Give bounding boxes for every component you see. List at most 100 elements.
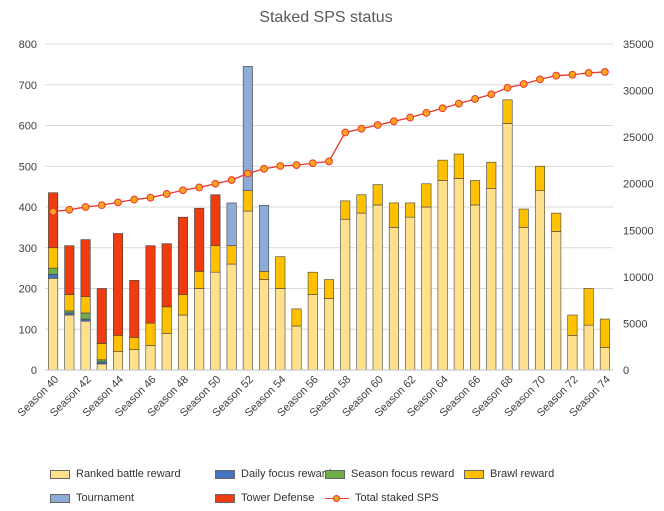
bar-segment [470, 204, 481, 371]
bar-segment [48, 192, 59, 249]
bar-segment [96, 288, 107, 344]
bar-segment [64, 294, 75, 312]
total-staked-point [130, 195, 139, 204]
bar-segment [129, 337, 140, 350]
total-staked-point [487, 90, 496, 99]
bar-segment [96, 363, 107, 371]
legend-label-total: Total staked SPS [355, 492, 439, 504]
bar-segment [259, 205, 270, 272]
bar-segment [405, 216, 416, 371]
total-staked-point [341, 128, 350, 137]
legend-label-season: Season focus reward [351, 468, 455, 480]
total-staked-point [292, 161, 301, 169]
y-left-tick-label: 0 [31, 365, 37, 377]
bar-segment [194, 271, 205, 289]
bar-segment [194, 207, 205, 272]
bar-segment [502, 123, 513, 371]
bar-segment [356, 194, 367, 214]
legend-swatch-daily [215, 469, 235, 479]
total-staked-point [373, 121, 382, 129]
y-left-tick-label: 800 [19, 39, 37, 51]
legend-item-season: Season focus reward [325, 468, 454, 480]
bar-segment [340, 200, 351, 220]
bar-segment [340, 218, 351, 371]
bar-segment [323, 298, 335, 371]
bar-segment [226, 263, 237, 371]
total-staked-point [195, 183, 204, 192]
bar-segment [453, 178, 464, 371]
legend-swatch-season [325, 469, 345, 479]
legend-item-daily: Daily focus reward [215, 468, 331, 480]
bar-segment [48, 278, 59, 371]
bar-segment [80, 296, 91, 314]
bar-segment [210, 194, 221, 247]
y-right-tick-label: 30000 [623, 86, 654, 98]
bar-segment [405, 202, 416, 218]
bar-segment [242, 66, 253, 191]
total-staked-polyline [53, 71, 605, 213]
bar-segment [242, 190, 253, 212]
bar-segment [356, 212, 367, 371]
bar-segment [226, 202, 237, 247]
bar-segment [64, 314, 75, 371]
total-staked-point [49, 207, 58, 216]
total-staked-point [536, 75, 544, 84]
y-right-tick-label: 25000 [623, 132, 654, 144]
total-staked-point [81, 203, 90, 211]
y-right-tick-label: 10000 [623, 272, 654, 284]
bar-segment [259, 271, 270, 280]
bar-segment [64, 245, 75, 295]
total-staked-point [276, 162, 285, 170]
bar-segment [242, 210, 253, 371]
total-staked-point [260, 164, 268, 173]
bar-segment [291, 308, 302, 327]
total-staked-point [227, 176, 236, 184]
legend-line-total [325, 494, 349, 503]
total-staked-point [65, 205, 74, 214]
bars [48, 66, 610, 371]
bar-segment [145, 245, 156, 324]
bar-segment [534, 165, 545, 192]
total-staked-point [454, 99, 463, 108]
total-staked-point [390, 117, 398, 126]
bar-segment [210, 245, 221, 273]
bar-segment [113, 335, 124, 352]
total-staked-point [97, 201, 106, 210]
bar-segment [518, 227, 529, 371]
bar-segment [129, 280, 140, 338]
bar-segment [453, 153, 464, 179]
bar-segment [372, 184, 383, 206]
bar-segment [275, 256, 286, 289]
legend-item-total: Total staked SPS [325, 492, 439, 504]
bar-segment [583, 288, 594, 326]
total-staked-point [406, 113, 415, 122]
bar-segment [177, 294, 188, 316]
bar-segment [307, 271, 318, 295]
y-right-tick-label: 20000 [623, 179, 654, 191]
bar-segment [48, 273, 59, 279]
legend-swatch-tournament [50, 493, 70, 503]
bar-segment [48, 267, 59, 275]
legend-item-tower: Tower Defense [215, 492, 314, 504]
bar-segment [567, 314, 578, 336]
bar-segment [275, 288, 286, 371]
legend-item-ranked: Ranked battle reward [50, 468, 181, 480]
total-staked-point [471, 95, 479, 103]
bar-segment [64, 310, 75, 314]
bar-segment [113, 351, 124, 371]
y-left-tick-label: 700 [19, 80, 37, 92]
total-staked-point [600, 68, 609, 76]
bar-segment [486, 188, 497, 371]
total-staked-point [114, 198, 122, 207]
bar-segment [80, 320, 91, 371]
legend-item-tournament: Tournament [50, 492, 134, 504]
bar-segment [96, 361, 107, 365]
bar-segment [372, 204, 383, 371]
legend-label-ranked: Ranked battle reward [76, 468, 181, 480]
legend-label-daily: Daily focus reward [241, 468, 332, 480]
legend-label-tower: Tower Defense [241, 492, 315, 504]
total-staked-point [519, 80, 528, 88]
total-staked-point [568, 70, 577, 79]
total-staked-point [357, 124, 366, 133]
legend-label-brawl: Brawl reward [490, 468, 555, 480]
